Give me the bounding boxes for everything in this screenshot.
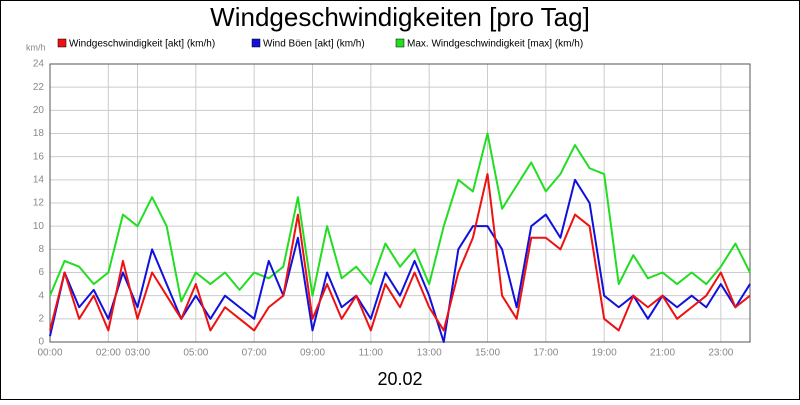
x-tick-label: 15:00 bbox=[475, 348, 500, 359]
y-tick-label: 0 bbox=[38, 337, 44, 348]
series-line bbox=[49, 132, 751, 303]
y-tick-label: 24 bbox=[33, 59, 45, 70]
legend-swatch bbox=[57, 38, 67, 48]
legend-swatch bbox=[395, 38, 405, 48]
y-tick-label: 10 bbox=[33, 221, 45, 232]
y-tick-label: 18 bbox=[33, 128, 45, 139]
legend-label: Max. Windgeschwindigkeit [max] (km/h) bbox=[407, 39, 583, 50]
x-tick-label: 00:00 bbox=[37, 348, 62, 359]
legend-label: Wind Böen [akt] (km/h) bbox=[263, 39, 365, 50]
x-tick-label: 17:00 bbox=[533, 348, 558, 359]
legend-label: Windgeschwindigkeit [akt] (km/h) bbox=[69, 39, 215, 50]
y-tick-label: 6 bbox=[38, 267, 44, 278]
y-tick-label: 2 bbox=[38, 313, 44, 324]
y-unit: km/h bbox=[26, 42, 46, 52]
y-tick-label: 16 bbox=[33, 151, 45, 162]
x-tick-label: 02:00 bbox=[96, 348, 121, 359]
x-tick-label: 03:00 bbox=[125, 348, 150, 359]
x-tick-label: 09:00 bbox=[300, 348, 325, 359]
y-tick-label: 8 bbox=[38, 244, 44, 255]
x-tick-label: 11:00 bbox=[359, 348, 384, 359]
plot-border bbox=[49, 63, 751, 343]
x-tick-label: 07:00 bbox=[242, 348, 267, 359]
x-tick-label: 23:00 bbox=[708, 348, 733, 359]
y-tick-label: 4 bbox=[38, 290, 44, 301]
y-tick-label: 14 bbox=[33, 174, 45, 185]
x-tick-label: 05:00 bbox=[183, 348, 208, 359]
x-tick-label: 21:00 bbox=[650, 348, 675, 359]
y-tick-label: 20 bbox=[33, 105, 45, 116]
series-line bbox=[49, 173, 751, 332]
x-tick-label: 19:00 bbox=[592, 348, 617, 359]
x-label: 20.02 bbox=[377, 369, 422, 389]
chart-title: Windgeschwindigkeiten [pro Tag] bbox=[210, 2, 590, 32]
y-tick-label: 12 bbox=[33, 198, 45, 209]
x-tick-label: 13:00 bbox=[417, 348, 442, 359]
y-tick-label: 22 bbox=[33, 82, 45, 93]
legend-swatch bbox=[251, 38, 261, 48]
